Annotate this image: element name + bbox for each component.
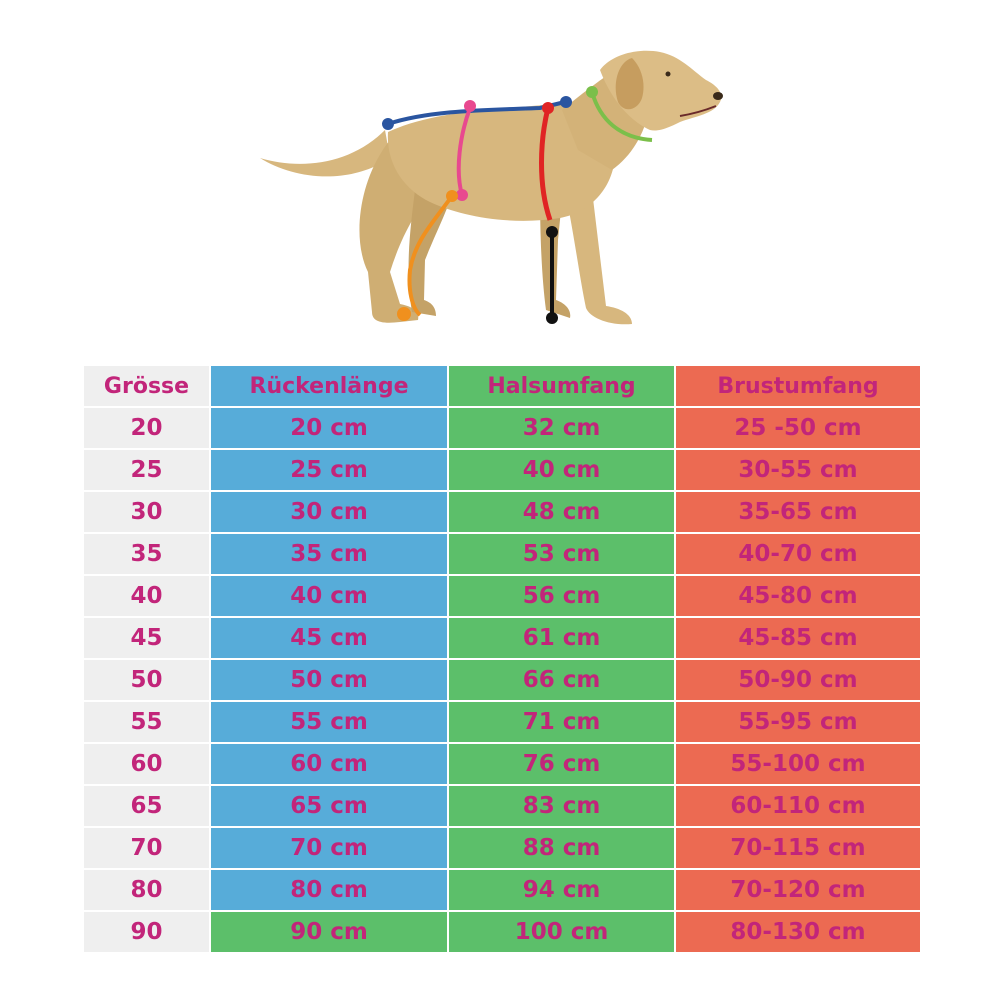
chest-girth-cell: 45-85 cm (676, 618, 920, 658)
back-length-cell-highlighted: 90 cm (211, 912, 447, 952)
size-cell: 20 (84, 408, 209, 448)
chest-girth-cell: 80-130 cm (676, 912, 920, 952)
chest-girth-cell: 70-115 cm (676, 828, 920, 868)
chest-girth-cell: 70-120 cm (676, 870, 920, 910)
height-marker-dot-top (546, 226, 558, 238)
height-marker-dot-bottom (546, 312, 558, 324)
chest-girth-cell: 45-80 cm (676, 576, 920, 616)
size-cell: 50 (84, 660, 209, 700)
size-table: Grösse Rückenlänge Halsumfang Brustumfan… (84, 366, 920, 952)
neck-girth-cell: 61 cm (449, 618, 674, 658)
dog-measurement-illustration (260, 50, 723, 325)
chest-girth-cell: 25 -50 cm (676, 408, 920, 448)
back-length-marker-end (560, 96, 572, 108)
header-size: Grösse (84, 366, 209, 406)
back-length-cell: 65 cm (211, 786, 447, 826)
neck-girth-cell: 48 cm (449, 492, 674, 532)
size-cell: 45 (84, 618, 209, 658)
size-cell: 30 (84, 492, 209, 532)
size-cell: 35 (84, 534, 209, 574)
dog-hind-leg-far (408, 190, 450, 316)
neck-marker-dot (586, 86, 598, 98)
dog-tail (260, 130, 390, 177)
header-neck-girth: Halsumfang (449, 366, 674, 406)
neck-girth-cell: 83 cm (449, 786, 674, 826)
dog-front-leg (565, 190, 632, 325)
neck-girth-cell: 32 cm (449, 408, 674, 448)
dog-eye (665, 71, 671, 77)
neck-girth-cell: 94 cm (449, 870, 674, 910)
chest-marker (539, 107, 553, 221)
back-length-cell: 30 cm (211, 492, 447, 532)
back-length-cell: 70 cm (211, 828, 447, 868)
chest-girth-cell: 30-55 cm (676, 450, 920, 490)
neck-girth-cell: 100 cm (449, 912, 674, 952)
dog-nose (713, 92, 723, 100)
dog-body (387, 101, 616, 221)
size-cell: 65 (84, 786, 209, 826)
neck-marker (590, 91, 653, 142)
girth-marker-dot-top (464, 100, 476, 112)
size-cell: 90 (84, 912, 209, 952)
leg-marker-dot-top (446, 190, 458, 202)
neck-girth-cell: 76 cm (449, 744, 674, 784)
header-chest-girth: Brustumfang (676, 366, 920, 406)
leg-marker-dot-bottom (397, 307, 411, 321)
girth-marker-dot-bottom (456, 189, 468, 201)
chest-girth-cell: 55-95 cm (676, 702, 920, 742)
chest-girth-cell: 55-100 cm (676, 744, 920, 784)
back-length-cell: 80 cm (211, 870, 447, 910)
back-length-cell: 55 cm (211, 702, 447, 742)
leg-marker (407, 194, 454, 317)
back-length-marker-start (382, 118, 394, 130)
neck-girth-cell: 56 cm (449, 576, 674, 616)
size-cell: 25 (84, 450, 209, 490)
chest-girth-cell: 60-110 cm (676, 786, 920, 826)
back-length-cell: 35 cm (211, 534, 447, 574)
size-cell: 70 (84, 828, 209, 868)
back-length-cell: 45 cm (211, 618, 447, 658)
back-length-cell: 25 cm (211, 450, 447, 490)
size-cell: 55 (84, 702, 209, 742)
chest-girth-cell: 35-65 cm (676, 492, 920, 532)
dog-ear (615, 58, 644, 110)
header-back-length: Rückenlänge (211, 366, 447, 406)
back-length-cell: 50 cm (211, 660, 447, 700)
neck-girth-cell: 71 cm (449, 702, 674, 742)
neck-girth-cell: 53 cm (449, 534, 674, 574)
size-cell: 60 (84, 744, 209, 784)
neck-girth-cell: 40 cm (449, 450, 674, 490)
neck-girth-cell: 66 cm (449, 660, 674, 700)
neck-girth-cell: 88 cm (449, 828, 674, 868)
dog-mouth (679, 105, 717, 117)
size-cell: 80 (84, 870, 209, 910)
girth-marker (456, 107, 472, 196)
chest-girth-cell: 50-90 cm (676, 660, 920, 700)
size-cell: 40 (84, 576, 209, 616)
chest-marker-dot (542, 102, 554, 114)
chest-girth-cell: 40-70 cm (676, 534, 920, 574)
back-length-cell: 20 cm (211, 408, 447, 448)
dog-front-leg-far (540, 190, 571, 318)
back-length-cell: 40 cm (211, 576, 447, 616)
back-length-cell: 60 cm (211, 744, 447, 784)
